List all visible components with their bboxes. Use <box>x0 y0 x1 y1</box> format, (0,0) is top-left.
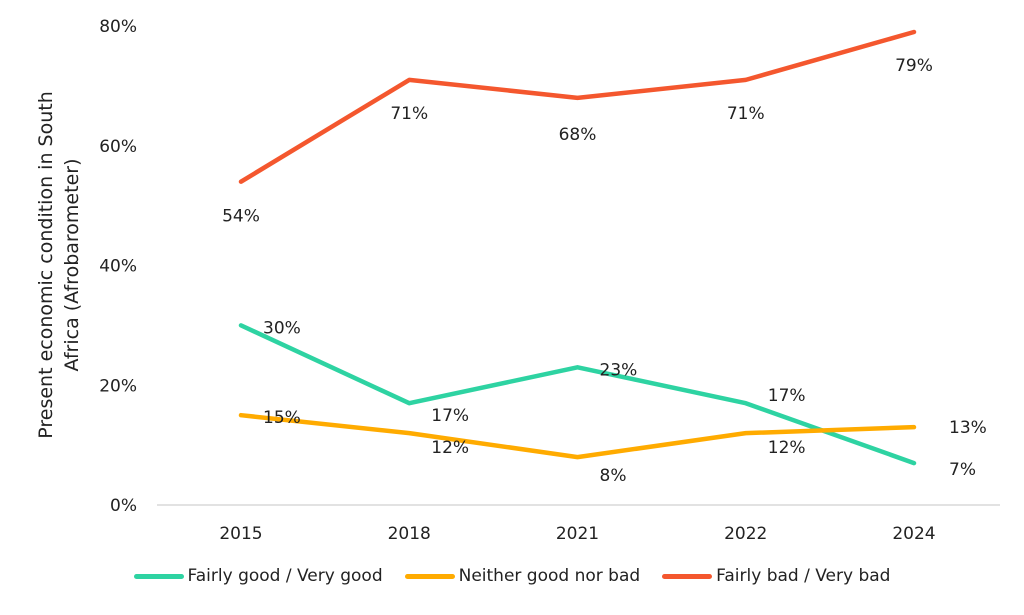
legend-label: Fairly bad / Very bad <box>716 566 891 586</box>
series-lines <box>238 29 917 466</box>
x-tick-label: 2018 <box>388 524 431 544</box>
series-line-2 <box>238 29 917 184</box>
y-axis-title-line: Present economic condition in South <box>35 91 57 439</box>
legend-item: Neither good nor bad <box>404 566 641 586</box>
data-label: 68% <box>559 125 597 145</box>
y-axis-title-line: Africa (Afrobarometer) <box>61 159 83 372</box>
y-tick-label: 20% <box>99 376 137 396</box>
legend-label: Fairly good / Very good <box>187 566 383 586</box>
legend-swatch <box>662 573 713 579</box>
data-label: 8% <box>600 466 627 486</box>
data-labels: 30% 17% 23% 17% 7% 15% 12% 8% 12% 13% 54% 71% 68% 71%… <box>222 56 987 486</box>
data-label: 71% <box>727 104 765 124</box>
data-label: 79% <box>895 56 933 76</box>
series-line-1 <box>238 412 917 460</box>
x-tick-label: 2021 <box>556 524 599 544</box>
data-label: 17% <box>431 406 469 426</box>
data-label: 30% <box>263 318 301 338</box>
y-axis-title: Present economic condition in South Afric… <box>35 91 83 439</box>
y-axis-ticks: 0% 20% 40% 60% 80% <box>99 17 137 516</box>
series-line-0 <box>238 323 917 466</box>
data-label: 54% <box>222 207 260 227</box>
x-tick-label: 2022 <box>724 524 767 544</box>
y-tick-label: 60% <box>99 137 137 157</box>
data-label: 12% <box>768 438 806 458</box>
y-tick-label: 40% <box>99 257 137 277</box>
y-tick-label: 80% <box>99 17 137 37</box>
data-label: 7% <box>949 460 976 480</box>
x-axis-ticks: 2015 2018 2021 2022 2024 <box>219 524 935 544</box>
legend-swatch <box>404 573 455 579</box>
data-label: 12% <box>431 438 469 458</box>
y-tick-label: 0% <box>110 496 137 516</box>
legend-label: Neither good nor bad <box>458 566 641 586</box>
data-label: 17% <box>768 386 806 406</box>
legend-swatch <box>133 573 184 579</box>
legend-item: Fairly bad / Very bad <box>662 566 890 586</box>
data-label: 13% <box>949 418 987 438</box>
x-tick-label: 2015 <box>219 524 262 544</box>
data-label: 71% <box>390 104 428 124</box>
legend: Fairly good / Very good Neither good nor … <box>0 566 1024 586</box>
data-label: 15% <box>263 408 301 428</box>
x-tick-label: 2024 <box>892 524 935 544</box>
data-label: 23% <box>600 360 638 380</box>
legend-item: Fairly good / Very good <box>133 566 383 586</box>
